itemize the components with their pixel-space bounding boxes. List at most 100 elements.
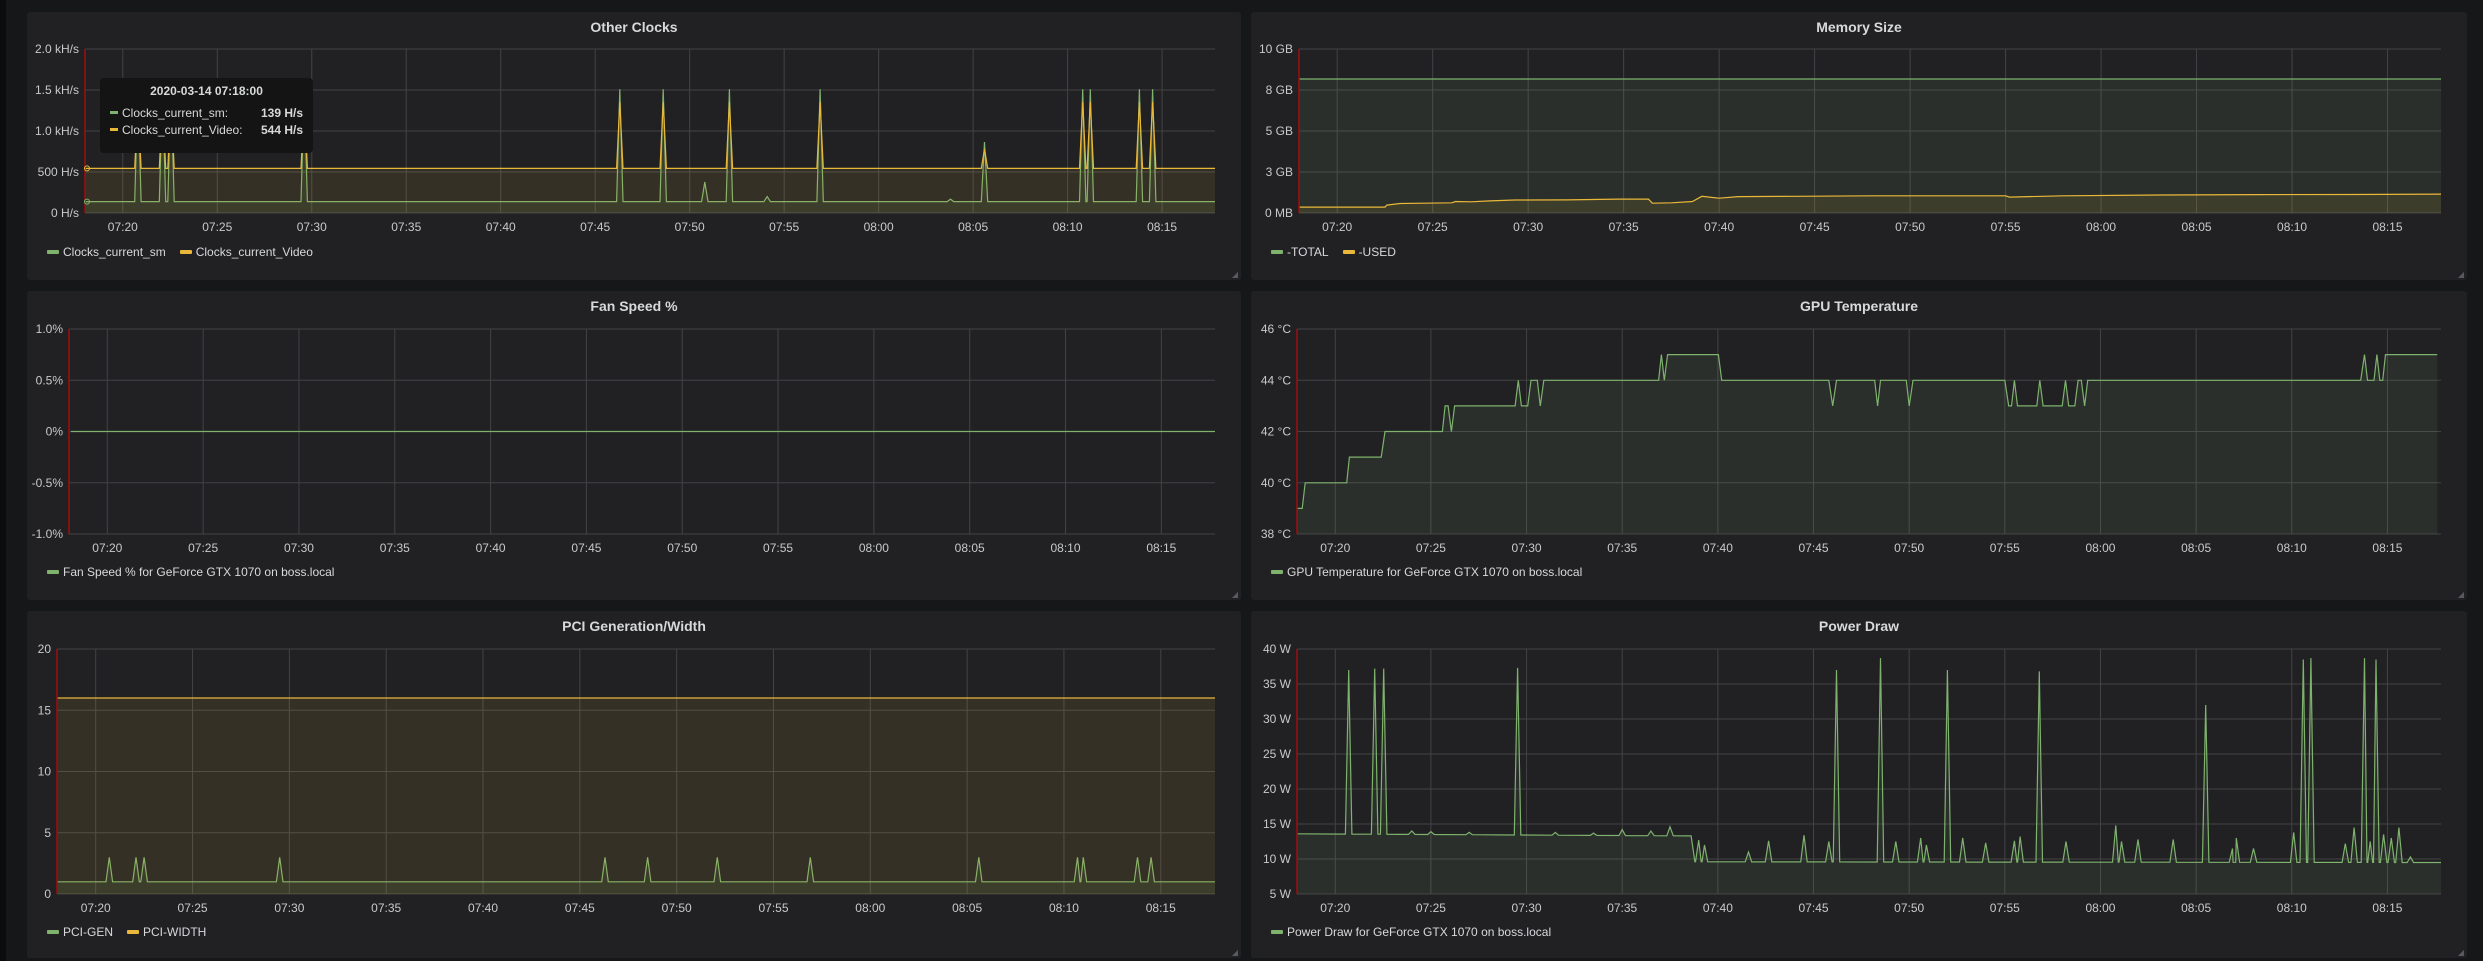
x-tick-label: 07:30 — [274, 901, 304, 915]
legend-item[interactable]: -TOTAL — [1271, 245, 1329, 259]
x-tick-label: 08:00 — [2086, 220, 2116, 234]
legend-label: Power Draw for GeForce GTX 1070 on boss.… — [1287, 925, 1552, 939]
graph-canvas[interactable]: -1.0% -0.5% 0% 0.5% 1.0% 07:20 07:25 07:30 07:35… — [27, 291, 1241, 600]
x-tick-label: 08:10 — [2277, 901, 2307, 915]
x-tick-label: 08:10 — [1053, 220, 1083, 234]
x-tick-label: 07:30 — [297, 220, 327, 234]
x-tick-label: 07:35 — [391, 220, 421, 234]
series-area-fill — [57, 698, 1215, 894]
x-tick-label: 07:45 — [565, 901, 595, 915]
legend-item[interactable]: PCI-GEN — [47, 925, 113, 939]
x-tick-label: 07:55 — [763, 541, 793, 555]
panel-fan-speed: -1.0% -0.5% 0% 0.5% 1.0% 07:20 07:25 07:30 07:35… — [27, 291, 1241, 600]
panel-title[interactable]: Power Draw — [1818, 618, 1900, 634]
series-area-fill — [85, 102, 1215, 213]
resize-handle-icon[interactable]: ◢ — [1231, 270, 1238, 279]
x-tick-label: 07:55 — [758, 901, 788, 915]
y-tick-label: 1.5 kH/s — [35, 83, 79, 97]
legend-label: -TOTAL — [1287, 245, 1329, 259]
graph-canvas[interactable]: 5 W 10 W 15 W 20 W 25 W 30 W 35 W 40 W 07:20 07:2… — [1251, 611, 2467, 958]
y-tick-label: 40 W — [1263, 642, 1292, 656]
resize-handle-icon[interactable]: ◢ — [2457, 270, 2464, 279]
x-tick-label: 08:15 — [1146, 541, 1176, 555]
x-tick-label: 07:25 — [1418, 220, 1448, 234]
legend-item[interactable]: Clocks_current_sm — [47, 245, 166, 259]
series-area-fill — [1299, 79, 2441, 213]
legend-item[interactable]: PCI-WIDTH — [127, 925, 206, 939]
legend-label: Clocks_current_Video — [195, 245, 313, 259]
series-line--used[interactable] — [1299, 193, 2442, 208]
y-tick-label: 44 °C — [1261, 373, 1291, 387]
legend-item[interactable]: Clocks_current_Video — [179, 245, 313, 259]
x-tick-label: 08:00 — [864, 220, 894, 234]
legend: Fan Speed % for GeForce GTX 1070 on boss… — [47, 565, 334, 579]
x-tick-label: 08:05 — [955, 541, 985, 555]
series-line-pci-gen[interactable] — [57, 857, 1215, 883]
x-tick-label: 07:35 — [371, 901, 401, 915]
legend-label: PCI-GEN — [63, 925, 114, 939]
page-edge — [0, 0, 6, 961]
x-tick-label: 07:40 — [476, 541, 506, 555]
panel-title[interactable]: Fan Speed % — [590, 298, 678, 314]
resize-handle-icon[interactable]: ◢ — [1231, 948, 1238, 957]
x-tick-label: 07:25 — [178, 901, 208, 915]
x-tick-label: 08:00 — [855, 901, 885, 915]
resize-handle-icon[interactable]: ◢ — [2457, 948, 2464, 957]
panel-title[interactable]: PCI Generation/Width — [562, 618, 706, 634]
legend-item[interactable]: Power Draw for GeForce GTX 1070 on boss.… — [1271, 925, 1551, 939]
x-tick-label: 08:10 — [1051, 541, 1081, 555]
legend-color-icon — [47, 570, 59, 574]
x-tick-label: 08:05 — [958, 220, 988, 234]
x-tick-label: 07:45 — [571, 541, 601, 555]
x-tick-label: 07:40 — [468, 901, 498, 915]
graph-canvas[interactable]: 0 5 10 15 20 07:20 07:25 07:30 07:35 07:40 07:45 07… — [27, 611, 1241, 958]
y-tick-label: 15 — [38, 703, 52, 717]
x-tick-label: 07:50 — [675, 220, 705, 234]
x-tick-label: 08:05 — [2181, 901, 2211, 915]
tooltip-row: Clocks_current_sm: 139 H/s — [110, 104, 303, 121]
y-tick-label: -1.0% — [32, 527, 64, 541]
legend-item[interactable]: -USED — [1342, 245, 1396, 259]
resize-handle-icon[interactable]: ◢ — [2457, 590, 2464, 599]
panel-title[interactable]: Other Clocks — [590, 19, 678, 35]
legend-label: Clocks_current_sm — [63, 245, 166, 259]
resize-handle-icon[interactable]: ◢ — [1231, 590, 1238, 599]
x-tick-label: 07:50 — [662, 901, 692, 915]
panel-gpu-temperature: 38 °C 40 °C 42 °C 44 °C 46 °C 07:20 07:25 07:30… — [1251, 291, 2467, 600]
x-tick-label: 07:40 — [1704, 220, 1734, 234]
x-tick-label: 08:05 — [2182, 220, 2212, 234]
x-tick-label: 07:20 — [108, 220, 138, 234]
x-tick-label: 07:40 — [1703, 541, 1733, 555]
x-tick-label: 07:45 — [1799, 901, 1829, 915]
x-tick-label: 07:30 — [1513, 220, 1543, 234]
x-tick-label: 07:50 — [1894, 901, 1924, 915]
legend-color-icon — [1271, 930, 1283, 934]
panel-title[interactable]: GPU Temperature — [1800, 298, 1918, 314]
x-tick-label: 07:35 — [1609, 220, 1639, 234]
series-line-clocks-current-video[interactable] — [85, 101, 1215, 169]
x-tick-label: 07:50 — [1895, 220, 1925, 234]
y-tick-label: 42 °C — [1261, 425, 1291, 439]
x-tick-label: 07:30 — [284, 541, 314, 555]
panel-title[interactable]: Memory Size — [1816, 19, 1902, 35]
panel-pci-generation-width: 0 5 10 15 20 07:20 07:25 07:30 07:35 07:40 07:45 07… — [27, 611, 1241, 958]
x-tick-label: 07:35 — [380, 541, 410, 555]
y-tick-label: 10 — [38, 765, 52, 779]
series-area-fill — [1297, 354, 2438, 534]
x-tick-label: 08:10 — [2277, 220, 2307, 234]
legend-item[interactable]: Fan Speed % for GeForce GTX 1070 on boss… — [47, 565, 334, 579]
legend-color-icon — [1271, 250, 1283, 254]
y-tick-label: 25 W — [1263, 747, 1292, 761]
x-tick-label: 07:40 — [1703, 901, 1733, 915]
panel-memory-size: 0 MB 3 GB 5 GB 8 GB 10 GB 07:20 07:25 07:30 07:3… — [1251, 12, 2467, 280]
y-tick-label: 1.0 kH/s — [35, 124, 79, 138]
tooltip-series-label: Clocks_current_Video: — [122, 122, 243, 137]
legend-item[interactable]: GPU Temperature for GeForce GTX 1070 on … — [1271, 565, 1582, 579]
y-tick-label: 500 H/s — [38, 165, 79, 179]
series-line-gpu-temperature-for-geforce-gtx-1070-on-boss-local[interactable] — [1297, 354, 2438, 509]
legend-color-icon — [47, 250, 59, 254]
graph-canvas[interactable]: 0 MB 3 GB 5 GB 8 GB 10 GB 07:20 07:25 07:30 07:3… — [1251, 12, 2467, 280]
x-tick-label: 07:55 — [1990, 541, 2020, 555]
graph-canvas[interactable]: 38 °C 40 °C 42 °C 44 °C 46 °C 07:20 07:25 07:30… — [1251, 291, 2467, 600]
series-line-power-draw-for-geforce-gtx-1070-on-boss-local[interactable] — [1296, 658, 2441, 864]
